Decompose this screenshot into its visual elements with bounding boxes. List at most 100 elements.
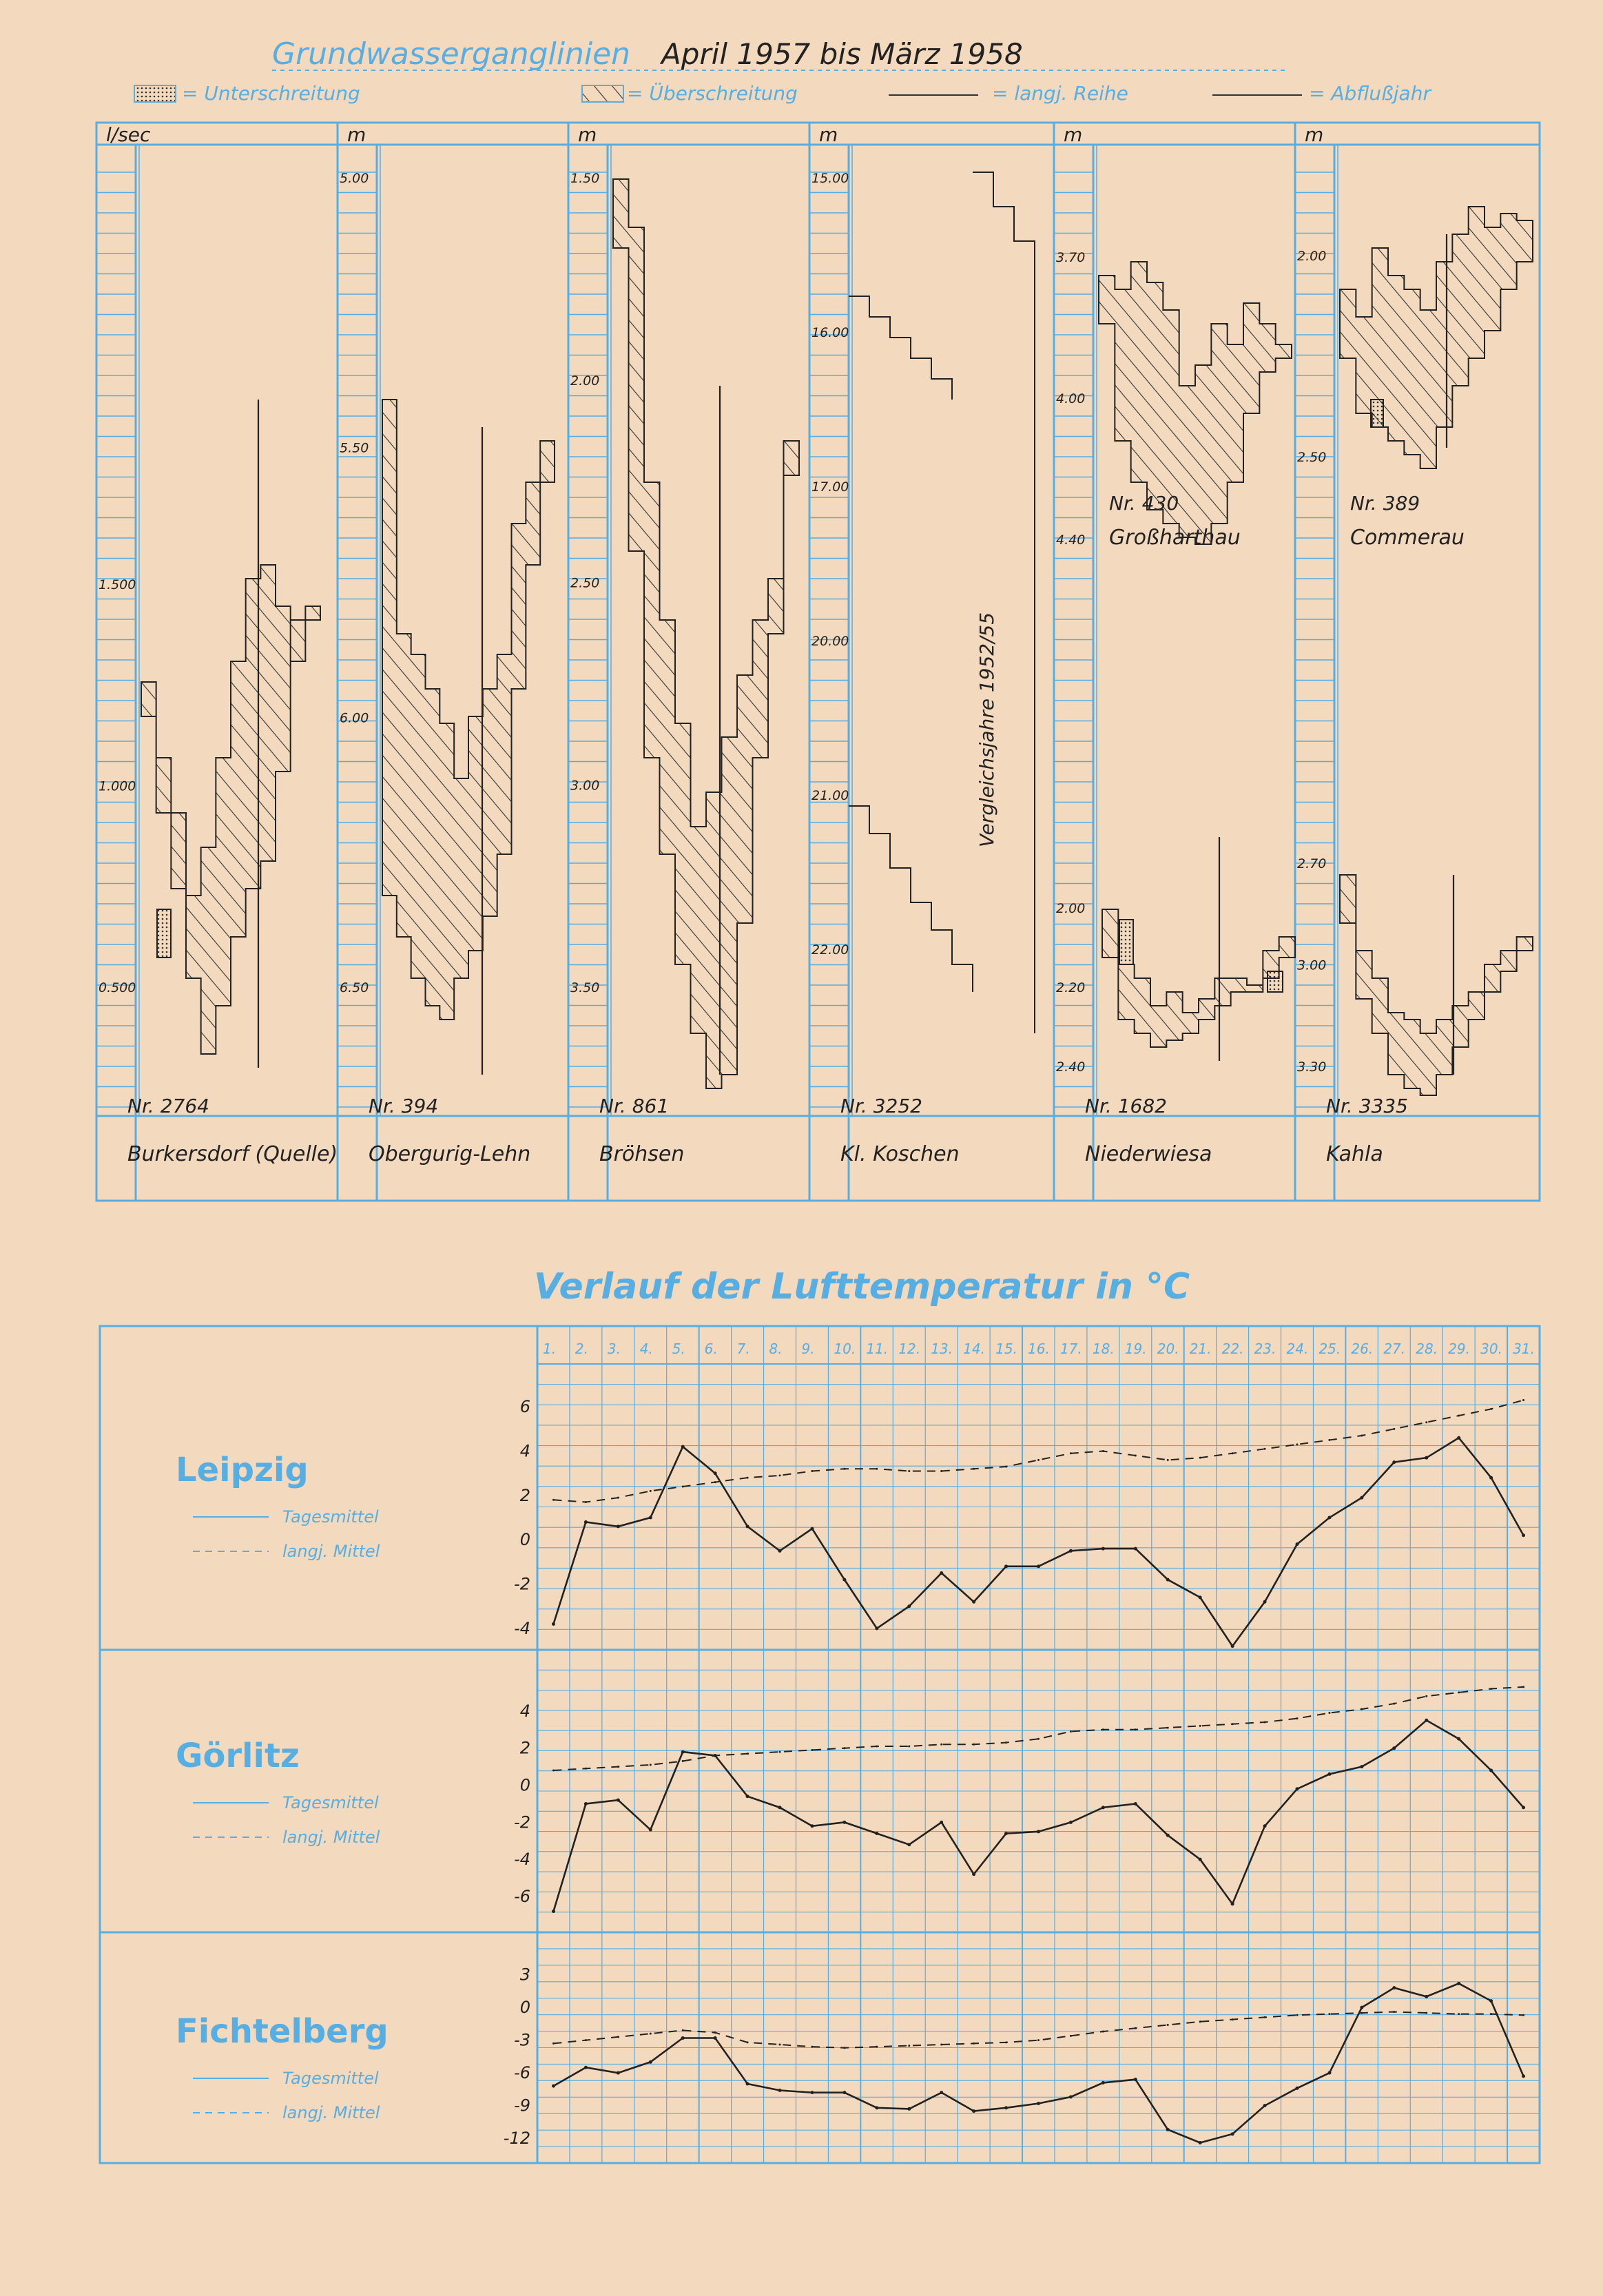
data-point <box>907 1604 911 1609</box>
data-point <box>843 2047 846 2049</box>
day-label: 7. <box>737 1341 750 1357</box>
data-point <box>810 1527 814 1531</box>
data-point <box>1425 1421 1428 1424</box>
data-point <box>1458 2013 1460 2016</box>
data-point <box>940 1571 944 1575</box>
temp-tick-label: -3 <box>514 2031 530 2050</box>
day-label: 31. <box>1513 1341 1535 1357</box>
data-point <box>1037 2039 1040 2042</box>
panel-tick-label: 4.00 <box>1056 391 1085 406</box>
data-point <box>583 1801 588 1806</box>
data-point <box>1230 1902 1234 1906</box>
panel-tick-label: 0.500 <box>99 980 136 995</box>
temp-tick-label: 6 <box>520 1397 530 1416</box>
data-point <box>1296 1717 1299 1720</box>
temperature-title: Verlauf der Lufttemperatur in °C <box>534 1266 1190 1307</box>
data-point <box>972 2109 976 2113</box>
data-point <box>1392 1460 1396 1465</box>
data-point <box>1068 2095 1073 2099</box>
data-point <box>810 2091 814 2095</box>
temp-tick-label: 4 <box>520 1442 530 1461</box>
data-point <box>1458 1691 1460 1694</box>
groundwater-band <box>612 178 800 1089</box>
station-number: Nr. 3252 <box>840 1095 922 1117</box>
panel-tick-label: 21.00 <box>811 788 849 803</box>
data-point <box>681 1485 684 1488</box>
temp-tick-label: -12 <box>504 2129 530 2148</box>
data-point <box>908 2045 911 2047</box>
data-point <box>745 1795 749 1799</box>
day-label: 21. <box>1190 1341 1212 1357</box>
data-point <box>778 2043 781 2046</box>
data-point <box>973 1467 975 1470</box>
data-point <box>1199 2020 1201 2023</box>
data-point <box>1005 2041 1008 2044</box>
data-point <box>746 1476 749 1479</box>
day-label: 27. <box>1383 1341 1405 1357</box>
data-point <box>551 1910 555 1914</box>
panel-tick-label: 2.00 <box>1056 901 1085 916</box>
station-name: Burkersdorf (Quelle) <box>127 1142 338 1166</box>
station-name: Bröhsen <box>599 1142 684 1166</box>
station-name: Commerau <box>1350 526 1465 550</box>
underrun-marker <box>1370 399 1384 428</box>
panel-tick-label: 2.00 <box>1297 249 1326 264</box>
data-point <box>1037 1737 1040 1740</box>
data-point <box>1005 1465 1008 1468</box>
data-point <box>1263 2104 1267 2108</box>
data-point <box>810 1824 814 1828</box>
data-point <box>616 2071 620 2075</box>
legend-unterschreitung: = Unterschreitung <box>182 82 360 105</box>
groundwater-band <box>1339 874 1533 1096</box>
panel-tick-label: 20.00 <box>811 634 849 649</box>
data-point <box>714 2031 716 2034</box>
data-point <box>617 2036 619 2038</box>
data-point <box>1231 2018 1234 2021</box>
legend-longterm-label: langj. Mittel <box>282 2103 380 2122</box>
data-point <box>714 1754 716 1757</box>
panel-unit: l/sec <box>106 123 151 146</box>
panel-unit: m <box>1064 123 1082 146</box>
data-point <box>908 1745 911 1748</box>
data-point <box>649 2032 652 2035</box>
panel-tick-label: 2.20 <box>1056 980 1085 995</box>
panel-tick-label: 1.000 <box>99 779 136 794</box>
panel-tick-label: 2.50 <box>570 576 599 591</box>
data-point <box>1199 1456 1201 1459</box>
station-name: Obergurig-Lehn <box>369 1142 530 1166</box>
data-point <box>1392 1986 1396 1990</box>
station-number: Nr. 394 <box>369 1095 438 1117</box>
data-point <box>1361 1434 1363 1437</box>
data-point <box>842 1820 847 1824</box>
data-point <box>1102 1450 1104 1453</box>
day-label: 24. <box>1287 1341 1309 1357</box>
data-point <box>1102 1728 1104 1731</box>
temp-tick-label: 3 <box>520 1965 530 1985</box>
data-point <box>1004 2106 1009 2110</box>
data-point <box>1263 1721 1266 1724</box>
data-point <box>908 1469 911 1472</box>
day-label: 29. <box>1448 1341 1470 1357</box>
panel-unit: m <box>819 123 838 146</box>
data-point <box>843 1747 846 1750</box>
day-label: 4. <box>640 1341 653 1357</box>
day-label: 1. <box>543 1341 556 1357</box>
data-point <box>875 2106 879 2110</box>
data-point <box>1037 1830 1040 1834</box>
data-point <box>745 1524 749 1529</box>
temp-tick-label: 0 <box>520 1776 530 1795</box>
panel-tick-label: 6.00 <box>340 710 369 725</box>
data-point <box>713 1471 717 1476</box>
data-point <box>940 2043 943 2046</box>
temp-tick-label: 2 <box>520 1739 530 1758</box>
legend-daily-label: Tagesmittel <box>282 1793 379 1812</box>
data-point <box>1393 2011 1396 2013</box>
data-point <box>1230 1644 1234 1648</box>
legend-ueberschreitung: = Überschreitung <box>627 81 798 105</box>
panel-tick-label: 2.50 <box>1297 450 1326 465</box>
groundwater-section: Grundwasserganglinien April 1957 bis Mär… <box>95 37 1541 1202</box>
data-point <box>1166 2024 1169 2026</box>
data-point <box>584 2039 587 2042</box>
data-point <box>1134 1454 1137 1457</box>
temp-station-name: Leipzig <box>176 1451 309 1489</box>
